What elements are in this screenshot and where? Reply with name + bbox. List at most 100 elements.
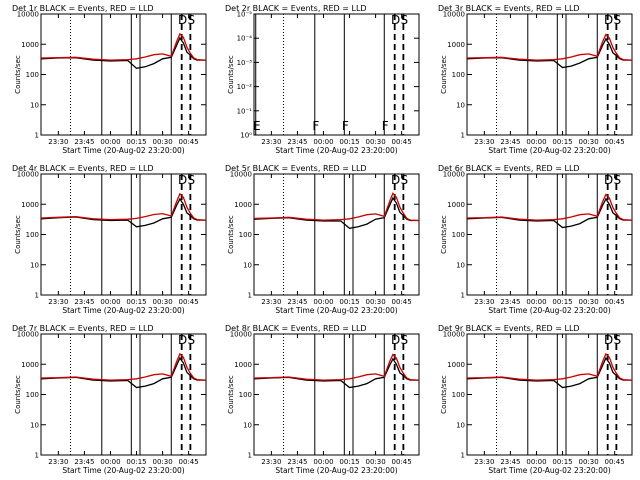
x-tick-label: 00:45 — [392, 138, 412, 146]
events-series-line — [254, 196, 419, 229]
y-tick-label: 1 — [461, 452, 465, 460]
y-tick-label: 10000 — [17, 171, 39, 179]
y-tick-label: 10 — [243, 421, 252, 429]
y-axis-label: Counts/sec — [14, 375, 22, 414]
x-tick-label: 23:45 — [500, 298, 520, 306]
x-tick-label: 00:15 — [552, 138, 572, 146]
x-tick-label: 00:15 — [126, 458, 146, 466]
vertical-marker-label: D — [391, 333, 400, 347]
y-tick-label: 1000 — [447, 41, 465, 49]
x-tick-label: 00:30 — [365, 458, 385, 466]
y-tick-label: 10⁻⁵ — [237, 11, 253, 19]
vertical-marker-label: F — [342, 119, 349, 133]
y-tick-label: 1000 — [21, 361, 39, 369]
x-tick-label: 23:45 — [74, 298, 94, 306]
panel-title: Det 1r BLACK = Events, RED = LLD — [12, 4, 154, 13]
x-tick-label: 00:45 — [605, 458, 625, 466]
x-axis-label: Start Time (20-Aug-02 23:20:00) — [275, 146, 397, 155]
vertical-marker-label: S — [401, 13, 409, 27]
lld-series-line — [41, 32, 206, 61]
x-tick-label: 23:45 — [74, 458, 94, 466]
panel-title: Det 2r BLACK = Events, RED = LLD — [225, 4, 367, 13]
y-tick-label: 10 — [456, 101, 465, 109]
vertical-marker-label: D — [391, 173, 400, 187]
y-tick-label: 10 — [30, 101, 39, 109]
vertical-marker-label: S — [401, 173, 409, 187]
y-tick-label: 100 — [26, 71, 39, 79]
x-tick-label: 00:45 — [392, 458, 412, 466]
detector-panel: Det 1r BLACK = Events, RED = LLD 23:30 23:… — [12, 4, 207, 155]
y-tick-label: 10 — [30, 421, 39, 429]
vertical-marker-label: D — [391, 13, 400, 27]
y-axis-label: Counts/sec — [227, 375, 235, 414]
y-tick-label: 1 — [461, 292, 465, 300]
vertical-marker-label: D — [604, 173, 613, 187]
x-tick-label: 23:30 — [474, 298, 494, 306]
y-tick-label: 1000 — [447, 201, 465, 209]
x-tick-label: 00:15 — [339, 458, 359, 466]
lld-series-line — [467, 193, 632, 221]
x-tick-label: 00:15 — [339, 138, 359, 146]
x-tick-label: 23:30 — [48, 298, 68, 306]
vertical-marker-label: D — [178, 13, 187, 27]
detector-panel: Det 4r BLACK = Events, RED = LLD 23:30 23:… — [12, 164, 207, 315]
y-tick-label: 100 — [239, 231, 252, 239]
x-tick-label: 23:45 — [287, 138, 307, 146]
vertical-marker-label: S — [401, 333, 409, 347]
detector-panel: Det 3r BLACK = Events, RED = LLD 23:30 23:… — [438, 4, 633, 155]
x-tick-label: 00:30 — [152, 298, 172, 306]
x-tick-label: 00:00 — [100, 138, 120, 146]
lld-series-line — [254, 192, 419, 222]
x-tick-label: 00:30 — [365, 138, 385, 146]
x-tick-label: 00:45 — [179, 138, 199, 146]
y-tick-label: 10000 — [443, 171, 465, 179]
y-tick-label: 10000 — [443, 11, 465, 19]
detector-panel: Det 7r BLACK = Events, RED = LLD 23:30 23:… — [12, 324, 207, 475]
x-tick-label: 00:15 — [552, 298, 572, 306]
x-tick-label: 23:45 — [500, 138, 520, 146]
x-tick-label: 23:30 — [48, 458, 68, 466]
detector-panel: Det 5r BLACK = Events, RED = LLD 23:30 23:… — [225, 164, 420, 315]
x-tick-label: 23:30 — [48, 138, 68, 146]
x-tick-label: 00:15 — [126, 298, 146, 306]
x-axis-label: Start Time (20-Aug-02 23:20:00) — [488, 306, 610, 315]
x-axis-label: Start Time (20-Aug-02 23:20:00) — [488, 146, 610, 155]
y-axis-label: Counts/sec — [227, 55, 235, 94]
events-series-line — [467, 356, 632, 389]
panel-title: Det 6r BLACK = Events, RED = LLD — [438, 164, 580, 173]
panel-title: Det 8r BLACK = Events, RED = LLD — [225, 324, 367, 333]
y-tick-label: 100 — [452, 231, 465, 239]
x-tick-label: 00:15 — [126, 138, 146, 146]
x-tick-label: 00:45 — [605, 138, 625, 146]
x-tick-label: 00:00 — [313, 298, 333, 306]
x-tick-label: 00:45 — [179, 298, 199, 306]
panel-title: Det 3r BLACK = Events, RED = LLD — [438, 4, 580, 13]
x-tick-label: 00:00 — [526, 458, 546, 466]
y-tick-label: 1000 — [21, 201, 39, 209]
detector-panel: Det 8r BLACK = Events, RED = LLD 23:30 23:… — [225, 324, 420, 475]
x-tick-label: 00:30 — [578, 458, 598, 466]
vertical-marker-label: D — [604, 13, 613, 27]
lld-series-line — [41, 192, 206, 221]
x-tick-label: 00:30 — [152, 138, 172, 146]
vertical-marker-label: D — [178, 333, 187, 347]
panel-title: Det 9r BLACK = Events, RED = LLD — [438, 324, 580, 333]
y-tick-label: 10⁻¹ — [237, 107, 253, 115]
detector-panel: Det 6r BLACK = Events, RED = LLD 23:30 23:… — [438, 164, 633, 315]
x-axis-label: Start Time (20-Aug-02 23:20:00) — [62, 466, 184, 475]
x-tick-label: 23:30 — [261, 138, 281, 146]
y-tick-label: 10 — [456, 421, 465, 429]
events-series-line — [41, 36, 206, 69]
lld-series-line — [254, 353, 419, 381]
x-tick-label: 00:00 — [526, 298, 546, 306]
y-tick-label: 10000 — [17, 331, 39, 339]
y-tick-label: 10000 — [17, 11, 39, 19]
y-tick-label: 1 — [248, 452, 252, 460]
vertical-marker-label: D — [178, 173, 187, 187]
y-tick-label: 1 — [35, 452, 39, 460]
x-tick-label: 00:15 — [552, 458, 572, 466]
x-tick-label: 00:00 — [313, 138, 333, 146]
vertical-marker-label: S — [614, 13, 622, 27]
x-tick-label: 23:30 — [261, 458, 281, 466]
